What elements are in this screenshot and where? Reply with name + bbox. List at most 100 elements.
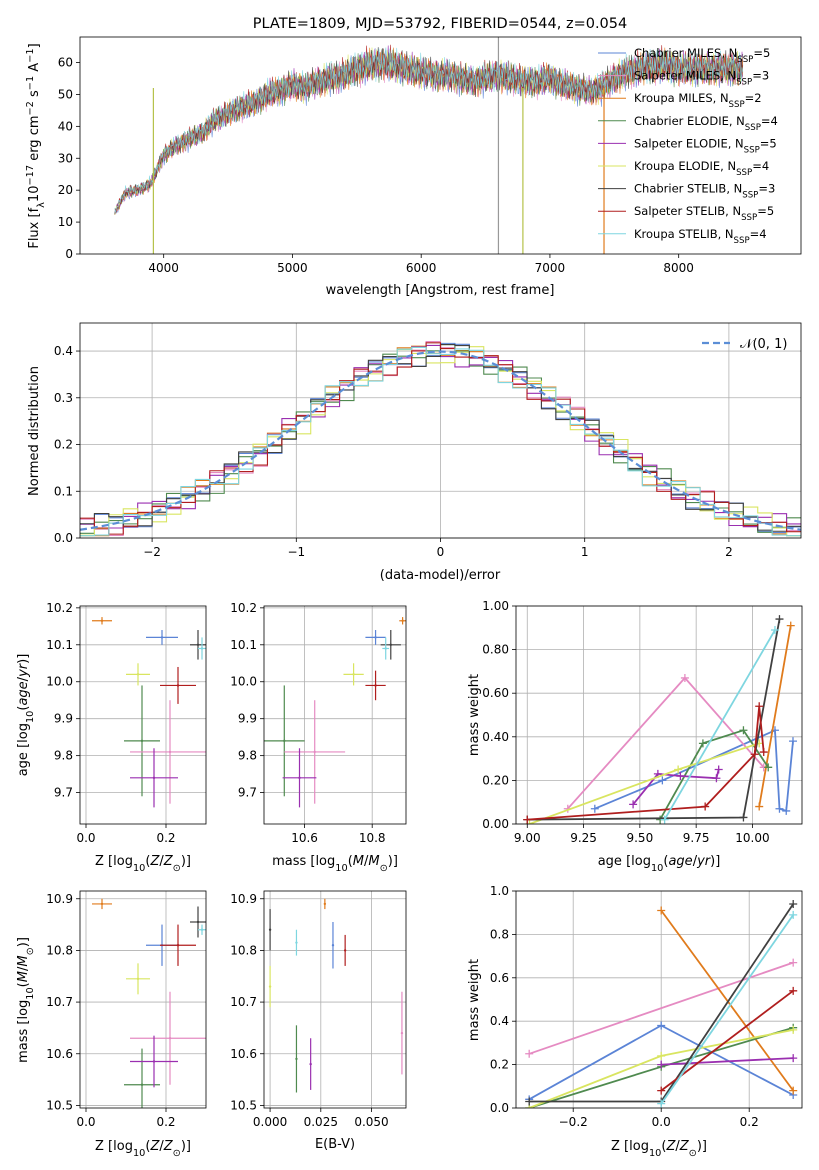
x-axis-label: (data-model)/error: [380, 568, 501, 583]
weight-series: [660, 990, 794, 1092]
y-tick-label: 0.40: [482, 730, 509, 744]
y-tick-label: 0.4: [490, 1014, 509, 1028]
y-tick-label: 0: [65, 247, 73, 261]
x-tick-label: 0.0: [652, 1115, 671, 1129]
weight-series: [663, 629, 776, 821]
x-tick-label: 8000: [663, 261, 694, 275]
data-point: [196, 643, 200, 646]
weight-series: [660, 909, 794, 1092]
weight-marker: [629, 800, 638, 809]
data-point: [196, 920, 200, 924]
axes-frame: [79, 890, 207, 1109]
x-tick-label: −0.2: [559, 1115, 588, 1129]
x-tick-label: 10.6: [291, 831, 318, 845]
weight-marker: [674, 765, 683, 774]
weight-marker: [739, 813, 748, 822]
legend-label: Kroupa STELIB, NSSP=4: [634, 227, 767, 246]
weight-marker: [658, 776, 667, 785]
y-tick-label: 0.20: [482, 773, 509, 787]
weight-series: [758, 625, 792, 807]
data-point: [168, 1037, 172, 1040]
x-tick-label: 5000: [277, 261, 308, 275]
y-tick-label: 1.00: [482, 599, 509, 613]
data-point: [309, 1062, 312, 1066]
y-tick-label: 9.7: [238, 786, 257, 800]
y-tick-label: 10.9: [46, 892, 73, 906]
y-tick-label: 10.1: [46, 638, 73, 652]
panel-1: 4000 5000 6000 7000 8000 0 10 20 30 40 50 60 PLATE=1…: [25, 16, 802, 298]
axes-frame: [79, 322, 802, 539]
chart-title: PLATE=1809, MJD=53792, FIBERID=0544, z=0…: [253, 16, 627, 32]
y-tick-label: 9.9: [54, 712, 73, 726]
weight-series: [660, 914, 794, 1105]
weight-marker: [755, 702, 764, 711]
y-tick-label: 10.7: [230, 995, 257, 1009]
data-point: [352, 673, 355, 676]
data-point: [313, 750, 316, 754]
axes-frame: [263, 890, 407, 1109]
weight-series: [527, 618, 781, 821]
weight-marker: [712, 774, 721, 783]
weight-marker: [523, 815, 532, 824]
y-tick-label: 10.8: [230, 943, 257, 957]
x-axis-label: age [log10(age/yr)]: [598, 854, 721, 874]
y-axis-label: age [log10(age/yr)]: [16, 654, 36, 777]
weight-marker: [770, 625, 779, 634]
weight-marker: [764, 763, 773, 772]
y-tick-label: 0.8: [490, 927, 509, 941]
weight-marker: [657, 1086, 666, 1095]
y-tick-label: 10.9: [230, 892, 257, 906]
legend-label: 𝒩(0, 1): [740, 337, 787, 352]
weight-marker: [789, 1086, 798, 1095]
y-tick-label: 10.5: [230, 1098, 257, 1112]
y-tick-label: 10.2: [46, 601, 73, 615]
errorbar-points: [264, 617, 406, 808]
weight-marker: [657, 1021, 666, 1030]
y-axis-label: mass weight: [467, 959, 482, 1041]
weight-marker: [750, 750, 759, 759]
x-tick-label: 9.75: [683, 831, 710, 845]
y-tick-label: 10.1: [230, 638, 257, 652]
weight-marker: [657, 906, 666, 915]
x-tick-label: 2: [725, 545, 733, 559]
normal-curve: [80, 350, 801, 531]
x-tick-label: 0.0: [76, 1115, 95, 1129]
weight-marker: [759, 748, 768, 757]
y-tick-label: 50: [58, 87, 73, 101]
weight-series: [527, 706, 765, 821]
data-point: [140, 739, 144, 743]
legend-label: Salpeter MILES, NSSP=3: [634, 69, 769, 88]
weight-marker: [789, 1054, 798, 1063]
legend-label: Salpeter STELIB, NSSP=5: [634, 204, 774, 223]
data-point: [140, 1083, 144, 1086]
y-tick-label: 10.6: [46, 1047, 73, 1061]
x-tick-label: 9.50: [626, 831, 653, 845]
x-tick-label: 4000: [148, 261, 179, 275]
y-tick-label: 0.6: [490, 971, 509, 985]
data-point: [283, 739, 286, 743]
data-point: [136, 977, 140, 981]
data-point: [374, 684, 377, 687]
spectrum-lines: [114, 37, 744, 254]
weight-marker: [525, 1097, 534, 1106]
panel-8: −0.2 0.0 0.2 0.0 0.2 0.4 0.6 0.8 1.0 Z [log10(Z/Z…: [467, 884, 803, 1159]
y-tick-label: 0.4: [54, 344, 73, 358]
weight-marker: [657, 1099, 666, 1108]
x-tick-label: 0.2: [156, 1115, 175, 1129]
histogram-step: [80, 346, 801, 537]
x-tick-label: 6000: [406, 261, 437, 275]
legend-label: Salpeter ELODIE, NSSP=5: [634, 136, 777, 155]
y-tick-label: 30: [58, 151, 73, 165]
x-tick-label: 9.00: [514, 831, 541, 845]
panel-5: 9.00 9.25 9.50 9.75 10.00 0.00 0.20 0.40 0.60 0.8…: [467, 599, 803, 874]
weight-marker: [680, 673, 689, 682]
data-point: [268, 985, 272, 988]
axes-frame: [515, 605, 803, 825]
data-point: [160, 636, 164, 639]
weight-lines: [525, 900, 798, 1108]
y-tick-label: 0.60: [482, 686, 509, 700]
weight-marker: [775, 615, 784, 624]
histogram-series: [80, 341, 801, 537]
panel-7: 0.000 0.025 0.050 10.5 10.6 10.7 10.8 10.9 E(B-V…: [230, 890, 407, 1152]
y-tick-label: 10.2: [230, 601, 257, 615]
